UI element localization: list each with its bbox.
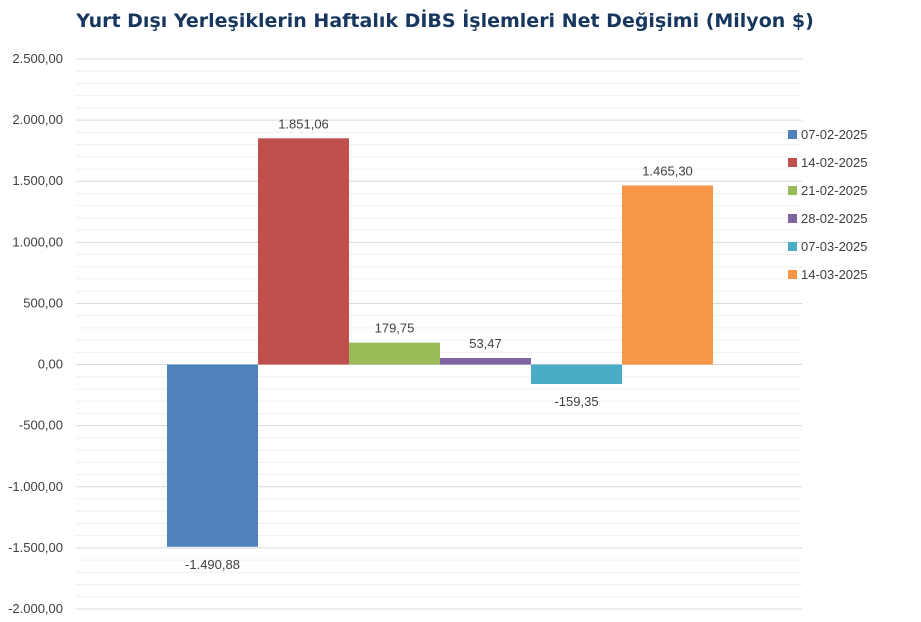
y-tick-label: 500,00 (23, 295, 63, 310)
bars (167, 138, 713, 547)
bar-07-03-2025 (531, 364, 622, 385)
legend-swatch (788, 186, 797, 195)
data-label-07-02-2025: -1.490,88 (185, 557, 240, 572)
data-label-14-02-2025: 1.851,06 (278, 116, 329, 131)
data-label-21-02-2025: 179,75 (375, 321, 415, 336)
data-label-07-03-2025: -159,35 (554, 394, 598, 409)
y-tick-label: 1.000,00 (12, 234, 63, 249)
y-tick-label: -1.000,00 (8, 479, 63, 494)
data-labels: -1.490,88 1.851,06 179,75 53,47 -159,35 1.465… (185, 116, 693, 571)
y-tick-label: 2.000,00 (12, 112, 63, 127)
legend-swatch (788, 214, 797, 223)
chart-title: Yurt Dışı Yerleşiklerin Haftalık DİBS İş… (76, 10, 814, 32)
data-label-28-02-2025: 53,47 (469, 336, 502, 351)
legend-swatch (788, 270, 797, 279)
legend-label: 14-02-2025 (801, 155, 868, 170)
y-axis-ticks: 2.500,00 2.000,00 1.500,00 1.000,00 500,00 0,… (8, 51, 63, 616)
y-tick-label: 1.500,00 (12, 173, 63, 188)
y-tick-label: 0,00 (38, 357, 63, 372)
data-label-14-03-2025: 1.465,30 (642, 163, 693, 178)
bar-14-02-2025 (258, 138, 349, 365)
y-tick-label: 2.500,00 (12, 51, 63, 66)
y-tick-label: -2.000,00 (8, 601, 63, 616)
bar-14-03-2025 (622, 185, 713, 365)
legend-label: 28-02-2025 (801, 211, 868, 226)
bar-21-02-2025 (349, 342, 440, 365)
legend-swatch (788, 158, 797, 167)
legend-swatch (788, 242, 797, 251)
legend-label: 14-03-2025 (801, 267, 868, 282)
y-tick-label: -500,00 (19, 418, 63, 433)
legend-label: 07-03-2025 (801, 239, 868, 254)
legend-swatch (788, 130, 797, 139)
legend: 07-02-2025 14-02-2025 21-02-2025 28-02-2025… (788, 127, 868, 282)
bar-28-02-2025 (440, 358, 531, 365)
legend-label: 21-02-2025 (801, 183, 868, 198)
bar-07-02-2025 (167, 364, 258, 547)
legend-label: 07-02-2025 (801, 127, 868, 142)
y-tick-label: -1.500,00 (8, 540, 63, 555)
